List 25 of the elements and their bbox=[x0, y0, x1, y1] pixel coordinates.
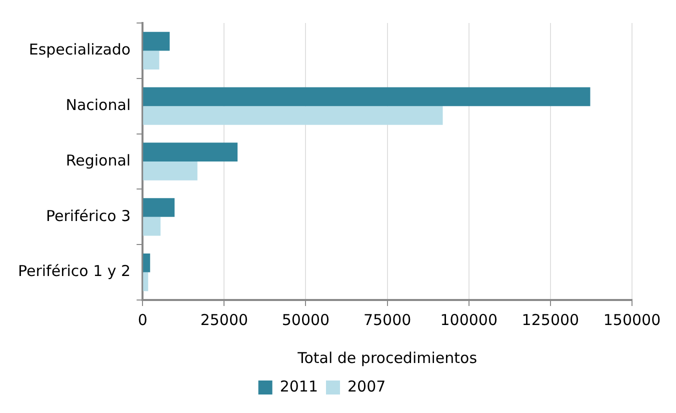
bar bbox=[143, 142, 238, 162]
bar bbox=[143, 272, 148, 292]
x-tick-label: 25000 bbox=[200, 310, 248, 329]
x-tick-label: 100000 bbox=[440, 310, 498, 329]
legend-label: 2011 bbox=[280, 377, 318, 396]
legend-label: 2007 bbox=[348, 377, 386, 396]
bar bbox=[143, 87, 590, 106]
x-tick-label: 50000 bbox=[282, 310, 330, 329]
bar bbox=[143, 50, 160, 70]
x-tick-label: 125000 bbox=[522, 310, 580, 329]
y-tick-label: Periférico 3 bbox=[46, 206, 131, 225]
x-tick-label: 0 bbox=[138, 310, 148, 329]
y-tick-label: Periférico 1 y 2 bbox=[18, 262, 131, 280]
bar bbox=[143, 162, 198, 180]
y-tick-label: Regional bbox=[66, 151, 131, 170]
bar bbox=[143, 32, 170, 51]
bar bbox=[143, 106, 443, 125]
y-tick-label: Nacional bbox=[66, 96, 131, 114]
x-tick-label: 150000 bbox=[603, 310, 661, 329]
bar bbox=[143, 253, 150, 272]
x-axis-title: Total de procedimientos bbox=[296, 348, 478, 367]
bar bbox=[143, 216, 161, 236]
x-tick-label: 75000 bbox=[363, 310, 412, 329]
bar bbox=[143, 198, 175, 217]
y-tick-label: Especializado bbox=[28, 40, 131, 59]
